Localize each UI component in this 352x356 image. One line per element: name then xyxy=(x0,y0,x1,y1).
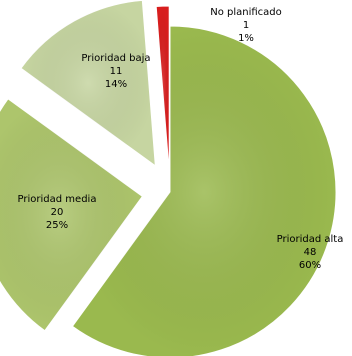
data-label-percent: 1% xyxy=(238,33,254,44)
pie-slice-shade xyxy=(21,0,156,166)
data-label-prioridad-alta: Prioridad alta 48 60% xyxy=(277,234,344,271)
data-label-value: 20 xyxy=(51,207,64,218)
labels-layer: Prioridad alta 48 60%Prioridad media 20 25%P… xyxy=(18,7,344,271)
pie-slice-shade xyxy=(0,98,143,331)
data-label-category: Prioridad media xyxy=(18,194,97,205)
data-label-percent: 14% xyxy=(105,79,127,90)
data-label-value: 48 xyxy=(304,247,317,258)
data-label-value: 1 xyxy=(243,20,249,31)
data-label-no-planificado: No planificado 1 1% xyxy=(210,7,282,44)
slices-layer xyxy=(0,0,337,356)
pie-slice-shade xyxy=(72,26,336,356)
data-label-value: 11 xyxy=(110,66,123,77)
data-label-category: Prioridad baja xyxy=(81,53,150,64)
pie-slice-shade xyxy=(156,6,170,173)
data-label-percent: 25% xyxy=(46,220,68,231)
data-label-prioridad-baja: Prioridad baja 11 14% xyxy=(81,53,150,90)
data-label-prioridad-media: Prioridad media 20 25% xyxy=(18,194,97,231)
data-label-category: No planificado xyxy=(210,7,282,18)
data-label-percent: 60% xyxy=(299,260,321,271)
data-label-category: Prioridad alta xyxy=(277,234,344,245)
